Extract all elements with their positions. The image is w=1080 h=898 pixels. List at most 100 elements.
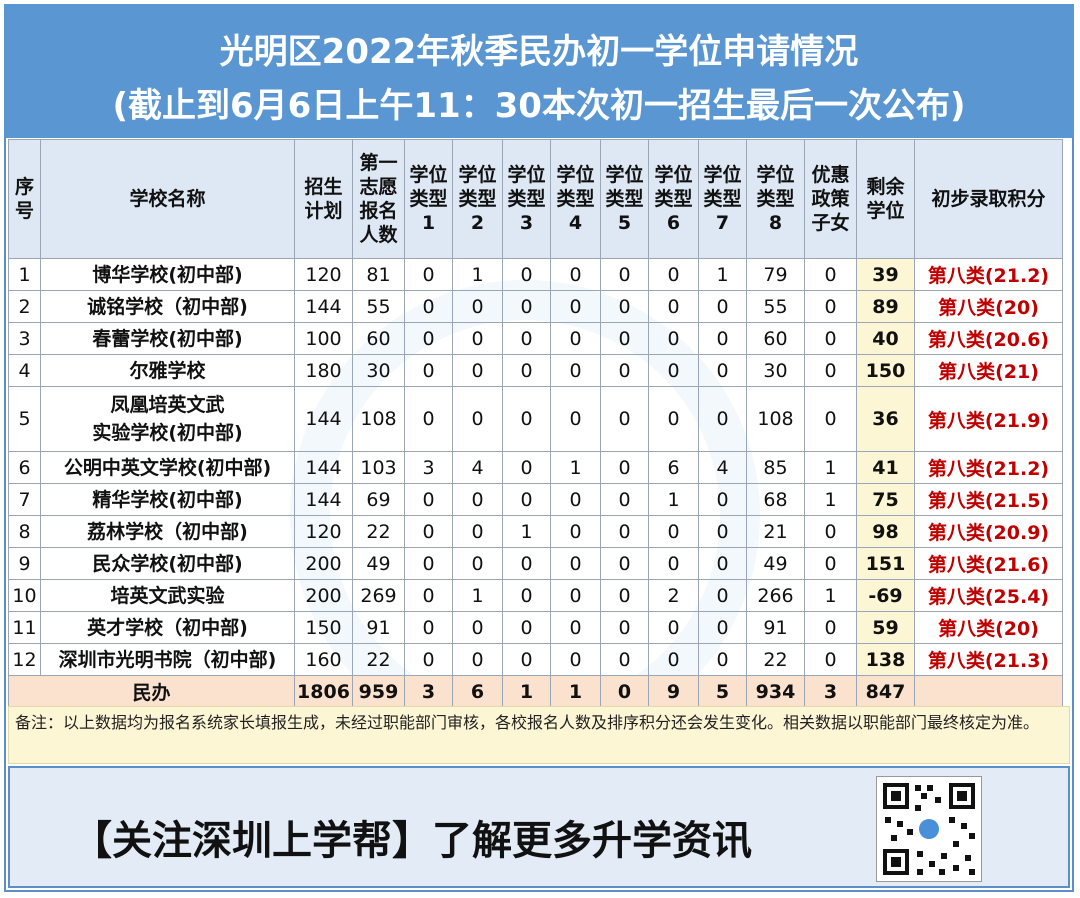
school-name-line: 深圳市光明书院（初中部) <box>58 648 277 671</box>
policy-count: 1 <box>804 483 857 516</box>
type-8-count: 91 <box>746 611 805 644</box>
qr-code-icon <box>876 776 982 882</box>
header-row: 序号学校名称 招生 计划 第一 志愿 报名 人数 学位 类型 1 学位 类型 2 学位 类型 3 学位 类型 4 学位… <box>8 139 1063 259</box>
type-1-count: 0 <box>404 258 453 291</box>
header-type-5-line: 5 <box>617 212 632 234</box>
row-seq: 1 <box>8 258 41 291</box>
school-name: 荔林学校（初中部) <box>40 515 295 548</box>
type-8-count: 22 <box>746 643 805 676</box>
type-5-count: 0 <box>600 386 649 452</box>
first-choice-count: 30 <box>352 354 405 387</box>
header-type-5-line: 学位 <box>605 164 644 186</box>
type-3-count: 1 <box>502 515 551 548</box>
total-first-choice: 959 <box>352 675 405 708</box>
first-choice-count: 49 <box>352 547 405 580</box>
header-score: 初步录取积分 <box>914 139 1063 259</box>
type-6-count: 1 <box>648 483 699 516</box>
remarks-note: 备注：以上数据均为报名系统家长填报生成，未经过职能部门审核，各校报名人数及排序积… <box>8 706 1070 764</box>
first-choice-count: 60 <box>352 322 405 355</box>
type-2-count: 1 <box>452 579 503 612</box>
policy-count: 0 <box>804 322 857 355</box>
type-8-count: 60 <box>746 322 805 355</box>
header-first-choice-line: 志愿 <box>359 176 398 198</box>
type-2-count: 0 <box>452 547 503 580</box>
type-5-count: 0 <box>600 290 649 323</box>
type-8-count: 49 <box>746 547 805 580</box>
type-8-count: 55 <box>746 290 805 323</box>
header-type-3-line: 3 <box>519 212 534 234</box>
total-remaining: 847 <box>856 675 915 708</box>
type-5-count: 0 <box>600 547 649 580</box>
remaining-seats: 39 <box>856 258 915 291</box>
type-7-count: 0 <box>698 386 747 452</box>
footer-banner: 【关注深圳上学帮】了解更多升学资讯 <box>8 766 1070 888</box>
school-name: 精华学校(初中部) <box>40 483 295 516</box>
remaining-seats: 89 <box>856 290 915 323</box>
school-name: 诚铭学校（初中部) <box>40 290 295 323</box>
header-school: 学校名称 <box>40 139 295 259</box>
remaining-seats: 150 <box>856 354 915 387</box>
school-name-line: 实验学校(初中部) <box>92 422 243 444</box>
page-title: 光明区2022年秋季民办初一学位申请情况 <box>219 32 859 72</box>
header-type-1-line: 1 <box>421 212 436 234</box>
row-seq: 4 <box>8 354 41 387</box>
type-2-count: 0 <box>452 354 503 387</box>
type-1-count: 3 <box>404 451 453 484</box>
type-6-count: 0 <box>648 611 699 644</box>
header-remaining: 剩余 学位 <box>856 139 915 259</box>
type-2-count: 0 <box>452 643 503 676</box>
header-seq-line: 序 <box>14 176 34 198</box>
type-3-count: 0 <box>502 643 551 676</box>
row-seq: 8 <box>8 515 41 548</box>
type-5-count: 0 <box>600 451 649 484</box>
school-name-line: 民众学校(初中部) <box>92 552 243 575</box>
type-5-count: 0 <box>600 354 649 387</box>
row-seq: 9 <box>8 547 41 580</box>
policy-count: 0 <box>804 258 857 291</box>
type-2-count: 0 <box>452 483 503 516</box>
header-first-choice: 第一 志愿 报名 人数 <box>352 139 405 259</box>
row-seq: 2 <box>8 290 41 323</box>
total-type-6: 9 <box>648 675 699 708</box>
type-1-count: 0 <box>404 483 453 516</box>
header-type-7-line: 7 <box>715 212 730 234</box>
header-policy: 优惠 政策 子女 <box>804 139 857 259</box>
enrollment-plan: 120 <box>294 258 353 291</box>
header-type-8-line: 8 <box>768 212 783 234</box>
type-1-count: 0 <box>404 322 453 355</box>
type-4-count: 0 <box>550 643 601 676</box>
type-3-count: 0 <box>502 451 551 484</box>
type-2-count: 4 <box>452 451 503 484</box>
header-type-6-line: 6 <box>666 212 681 234</box>
header-first-choice-line: 人数 <box>359 224 398 246</box>
policy-count: 0 <box>804 386 857 452</box>
row-seq: 10 <box>8 579 41 612</box>
total-type-8: 934 <box>746 675 805 708</box>
type-7-count: 0 <box>698 354 747 387</box>
remaining-seats: 59 <box>856 611 915 644</box>
admission-score: 第八类(20.9) <box>914 515 1063 548</box>
type-3-count: 0 <box>502 579 551 612</box>
type-3-count: 0 <box>502 547 551 580</box>
first-choice-count: 69 <box>352 483 405 516</box>
header-type-4-line: 4 <box>568 212 583 234</box>
first-choice-count: 22 <box>352 515 405 548</box>
type-8-count: 30 <box>746 354 805 387</box>
table-body: 1 博华学校(初中部) 120 81 0 1 0 0 0 0 1 79 0 39 第八类(21.2) 2 诚铭学… <box>8 258 1063 708</box>
total-policy: 3 <box>804 675 857 708</box>
enrollment-plan: 200 <box>294 547 353 580</box>
school-name-line: 英才学校（初中部) <box>87 616 248 639</box>
school-name: 公明中英文学校(初中部) <box>40 451 295 484</box>
type-6-count: 6 <box>648 451 699 484</box>
type-3-count: 0 <box>502 483 551 516</box>
type-5-count: 0 <box>600 322 649 355</box>
header-type-1-line: 类型 <box>409 188 448 210</box>
enrollment-plan: 120 <box>294 515 353 548</box>
policy-count: 0 <box>804 354 857 387</box>
type-4-count: 0 <box>550 322 601 355</box>
header-remaining-line: 剩余 <box>866 176 905 198</box>
school-name: 博华学校(初中部) <box>40 258 295 291</box>
type-7-count: 0 <box>698 322 747 355</box>
type-6-count: 0 <box>648 386 699 452</box>
header-type-2-line: 学位 <box>458 164 497 186</box>
